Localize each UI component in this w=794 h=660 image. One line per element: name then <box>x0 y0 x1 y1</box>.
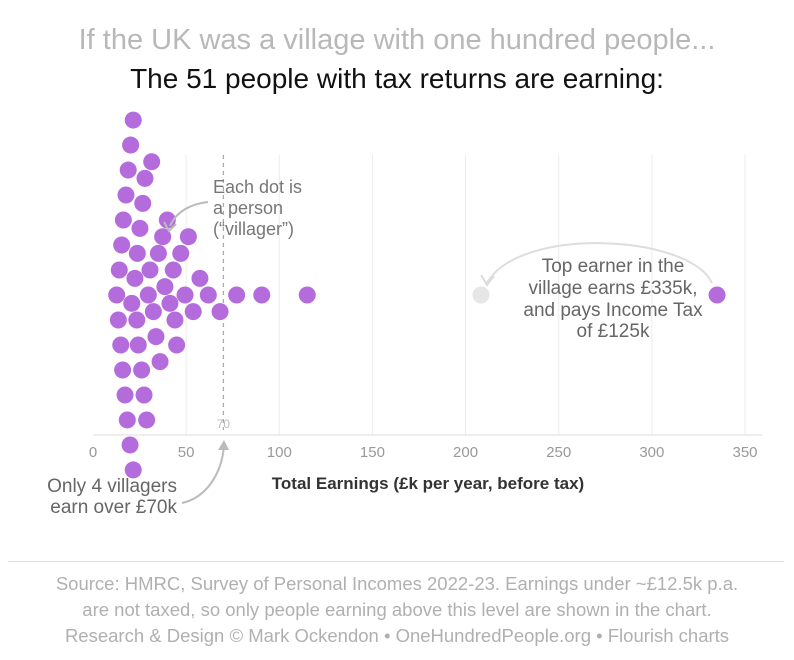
villager-dot[interactable] <box>131 219 149 237</box>
villager-dot[interactable] <box>172 244 190 262</box>
annotation-line: of £125k <box>577 321 650 342</box>
dots <box>108 111 726 479</box>
footer-credit-line: Research & Design © Mark Ockendon • OneH… <box>64 625 730 646</box>
villager-dot[interactable] <box>166 311 184 329</box>
arrowhead-icon <box>218 440 229 450</box>
annotation-each-dot: Each dot is a person (“villager”) <box>213 177 302 239</box>
annotation-line: village earns £335k, <box>529 278 698 299</box>
villager-dot[interactable] <box>122 136 140 154</box>
villager-dot[interactable] <box>139 286 157 304</box>
annotation-line: (“villager”) <box>213 219 294 239</box>
chart-title: If the UK was a village with one hundred… <box>78 24 716 56</box>
villager-dot[interactable] <box>164 261 182 279</box>
villager-dot[interactable] <box>253 286 271 304</box>
villager-dot[interactable] <box>118 411 136 429</box>
annotation-arrow <box>169 201 209 227</box>
x-tick-label: 0 <box>89 444 97 461</box>
arrowhead-icon <box>163 221 177 233</box>
x-tick-labels: 0 50 100 150 200 250 300 350 <box>89 444 758 461</box>
villager-dot[interactable] <box>156 278 174 296</box>
annotation-over-70k: Only 4 villagers earn over £70k <box>47 476 177 518</box>
villager-dot[interactable] <box>124 461 142 479</box>
villager-dot[interactable] <box>141 261 159 279</box>
villager-dot[interactable] <box>123 294 141 312</box>
villager-dot[interactable] <box>133 361 151 379</box>
villager-dot[interactable] <box>113 236 131 254</box>
annotation-top-earner: Top earner in the village earns £335k, a… <box>523 256 703 342</box>
villager-dot[interactable] <box>143 153 161 171</box>
beeswarm-chart: 0 50 100 150 200 250 300 350 70 Each dot is a p… <box>47 111 762 518</box>
villager-dot[interactable] <box>138 411 156 429</box>
footer-source-line: Source: HMRC, Survey of Personal Incomes… <box>55 573 739 594</box>
villager-dot[interactable] <box>114 361 132 379</box>
villager-dot[interactable] <box>228 286 246 304</box>
reference-line-label: 70 <box>217 417 231 431</box>
villager-dot[interactable] <box>147 328 165 346</box>
villager-dot[interactable] <box>179 228 197 246</box>
villager-dot[interactable] <box>126 269 144 287</box>
villager-dot[interactable] <box>176 286 194 304</box>
villager-dot[interactable] <box>161 294 179 312</box>
x-tick-label: 50 <box>178 444 195 461</box>
ghost-dot <box>472 286 490 304</box>
gridlines <box>185 155 746 435</box>
annotation-line: earn over £70k <box>50 497 177 518</box>
villager-dot[interactable] <box>112 336 130 354</box>
annotation-line: Only 4 villagers <box>47 476 177 497</box>
villager-dot[interactable] <box>191 269 209 287</box>
footer-source-line: are not taxed, so only people earning ab… <box>82 599 712 620</box>
villager-dot[interactable] <box>117 186 135 204</box>
x-tick-label: 150 <box>360 444 385 461</box>
villager-dot[interactable] <box>168 336 186 354</box>
villager-dot[interactable] <box>135 386 153 404</box>
villager-dot[interactable] <box>110 261 128 279</box>
villager-dot[interactable] <box>108 286 126 304</box>
annotation-line: Each dot is <box>213 177 302 197</box>
x-tick-label: 300 <box>639 444 664 461</box>
annotation-arrow <box>181 444 225 504</box>
villager-dot[interactable] <box>124 111 142 129</box>
x-tick-label: 250 <box>546 444 571 461</box>
villager-dot[interactable] <box>109 311 127 329</box>
villager-dot[interactable] <box>128 311 146 329</box>
annotation-line: and pays Income Tax <box>523 300 703 321</box>
footer-divider <box>8 561 784 562</box>
villager-dot[interactable] <box>119 161 137 179</box>
chart-subtitle: The 51 people with tax returns are earni… <box>130 63 664 94</box>
villager-dot[interactable] <box>149 244 167 262</box>
villager-dot[interactable] <box>128 244 146 262</box>
annotation-line: Top earner in the <box>542 256 685 277</box>
villager-dot[interactable] <box>129 336 147 354</box>
villager-dot[interactable] <box>211 303 229 321</box>
x-tick-label: 100 <box>267 444 292 461</box>
x-tick-label: 350 <box>732 444 757 461</box>
villager-dot[interactable] <box>184 303 202 321</box>
villager-dot[interactable] <box>134 194 152 212</box>
villager-dot[interactable] <box>114 211 132 229</box>
annotation-line: a person <box>213 198 283 218</box>
annotation-arc <box>486 242 713 284</box>
villager-dot[interactable] <box>136 169 154 187</box>
villager-dot[interactable] <box>298 286 316 304</box>
villager-dot[interactable] <box>121 436 139 454</box>
villager-dot[interactable] <box>116 386 134 404</box>
villager-dot[interactable] <box>199 286 217 304</box>
villager-dot[interactable] <box>151 353 169 371</box>
villager-dot[interactable] <box>144 303 162 321</box>
x-tick-label: 200 <box>453 444 478 461</box>
arrowhead-icon <box>480 274 495 287</box>
villager-dot[interactable] <box>708 286 726 304</box>
x-axis-title: Total Earnings (£k per year, before tax) <box>272 474 584 493</box>
villager-dot[interactable] <box>154 228 172 246</box>
